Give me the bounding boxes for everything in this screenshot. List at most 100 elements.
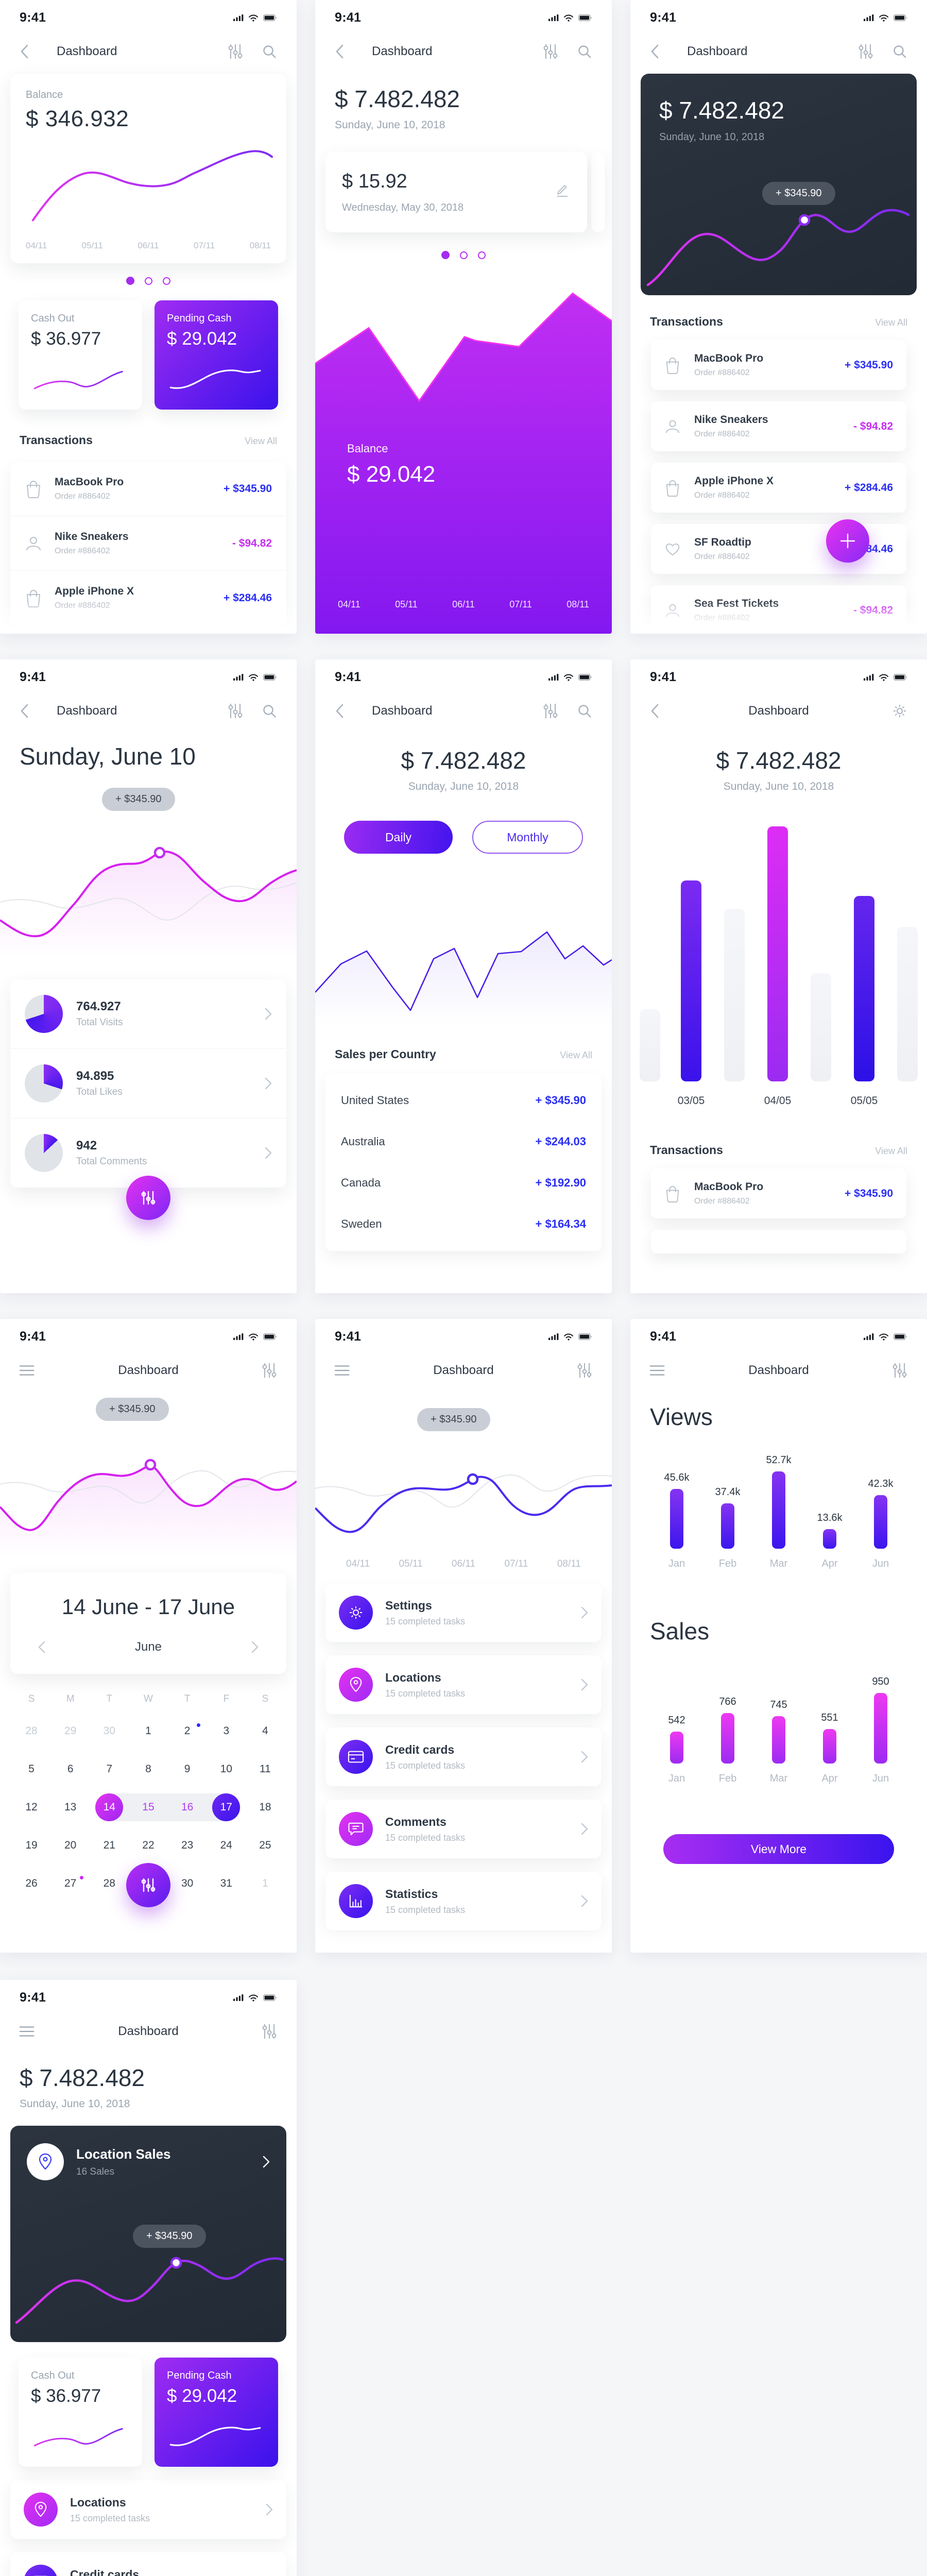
pending-cash-card[interactable]: Pending Cash $ 29.042 [154, 300, 278, 410]
locations-item[interactable]: Locations 15 completed tasks [325, 1655, 602, 1714]
calendar-day-with-event[interactable]: 2 [174, 1717, 201, 1745]
amount-card[interactable]: $ 15.92 Wednesday, May 30, 2018 [325, 152, 587, 232]
calendar-day[interactable]: 6 [67, 1763, 74, 1775]
calendar-day[interactable]: 12 [25, 1801, 38, 1813]
view-all-link[interactable]: View All [875, 1146, 907, 1156]
monthly-tab-button[interactable]: Monthly [472, 821, 583, 854]
calendar-day-range-end[interactable]: 17 [212, 1793, 241, 1821]
transaction-card[interactable]: Apple iPhone X Order #886402 + $284.46 [651, 463, 906, 513]
edit-pencil-icon[interactable] [555, 182, 570, 197]
calendar-day[interactable]: 11 [260, 1763, 271, 1775]
view-all-link[interactable]: View All [560, 1050, 592, 1060]
calendar-day[interactable]: 10 [220, 1763, 232, 1775]
filter-icon[interactable] [858, 43, 873, 60]
calendar-day[interactable]: 25 [259, 1839, 271, 1851]
filter-icon[interactable] [228, 43, 243, 60]
daily-tab-button[interactable]: Daily [344, 821, 453, 854]
statistics-item[interactable]: Statistics 15 completed tasks [325, 1872, 602, 1930]
hamburger-menu-icon[interactable] [20, 2025, 36, 2038]
calendar-day[interactable]: 24 [220, 1839, 232, 1851]
transaction-row[interactable]: MacBook Pro Order #886402 + $345.90 [10, 462, 286, 516]
comments-item[interactable]: Comments 15 completed tasks [325, 1800, 602, 1858]
transaction-card[interactable]: Nike Sneakers Order #886402 - $94.82 [651, 401, 906, 451]
filter-icon[interactable] [228, 703, 243, 719]
hamburger-menu-icon[interactable] [335, 1364, 351, 1377]
pending-cash-card[interactable]: Pending Cash $ 29.042 [154, 2358, 278, 2467]
cash-out-card[interactable]: Cash Out $ 36.977 [19, 2358, 142, 2467]
transaction-card[interactable]: MacBook Pro Order #886402 + $345.90 [651, 340, 906, 390]
calendar-day[interactable]: 26 [25, 1877, 38, 1889]
stat-row[interactable]: 764.927 Total Visits [10, 979, 286, 1048]
gear-icon[interactable] [892, 703, 907, 719]
calendar-day-in-range[interactable]: 15 [142, 1801, 154, 1813]
calendar-day[interactable]: 9 [184, 1763, 191, 1775]
country-row[interactable]: Australia + $244.03 [325, 1121, 602, 1162]
country-row[interactable]: United States + $345.90 [325, 1080, 602, 1121]
filter-fab-button[interactable] [126, 1176, 170, 1220]
locations-item[interactable]: Locations 15 completed tasks [10, 2480, 286, 2539]
view-all-link[interactable]: View All [245, 436, 277, 446]
calendar-day[interactable]: 7 [106, 1763, 113, 1775]
prev-month-icon[interactable] [38, 1641, 45, 1653]
pager-dot[interactable] [478, 251, 486, 259]
calendar-day[interactable]: 1 [262, 1877, 268, 1889]
pager-dot[interactable] [163, 277, 170, 285]
calendar-day[interactable]: 4 [262, 1725, 268, 1737]
calendar-day[interactable]: 30 [181, 1877, 194, 1889]
calendar-day-with-event[interactable]: 27 [57, 1870, 84, 1897]
calendar-day[interactable]: 19 [25, 1839, 38, 1851]
filter-icon[interactable] [543, 43, 558, 60]
calendar-day[interactable]: 13 [64, 1801, 77, 1813]
hamburger-menu-icon[interactable] [650, 1364, 666, 1377]
calendar-day[interactable]: 21 [103, 1839, 115, 1851]
view-all-link[interactable]: View All [875, 317, 907, 328]
back-icon[interactable] [650, 703, 659, 719]
cash-out-card[interactable]: Cash Out $ 36.977 [19, 300, 142, 410]
pager-dot[interactable] [145, 277, 152, 285]
filter-icon[interactable] [892, 1362, 907, 1379]
calendar-day[interactable]: 18 [259, 1801, 271, 1813]
filter-icon[interactable] [262, 1362, 277, 1379]
transaction-card[interactable]: Sea Fest Tickets Order #886402 - $94.82 [651, 585, 906, 634]
transaction-row[interactable]: Nike Sneakers Order #886402 - $94.82 [10, 516, 286, 570]
filter-icon[interactable] [543, 703, 558, 719]
calendar-day[interactable]: 23 [181, 1839, 194, 1851]
calendar-day[interactable]: 1 [145, 1725, 151, 1737]
back-icon[interactable] [20, 44, 29, 59]
calendar-day[interactable]: 3 [223, 1725, 230, 1737]
filter-fab-button[interactable] [126, 1863, 170, 1907]
pager-dot-active[interactable] [441, 251, 450, 259]
settings-item[interactable]: Settings 15 completed tasks [325, 1583, 602, 1642]
add-fab-button[interactable] [826, 519, 869, 563]
hamburger-menu-icon[interactable] [20, 1364, 36, 1377]
filter-icon[interactable] [262, 2023, 277, 2040]
country-row[interactable]: Sweden + $164.34 [325, 1204, 602, 1245]
calendar-day[interactable]: 20 [64, 1839, 77, 1851]
location-sales-card[interactable]: Location Sales 16 Sales + $345.90 [10, 2126, 286, 2342]
view-more-button[interactable]: View More [663, 1834, 894, 1864]
search-icon[interactable] [577, 703, 592, 719]
filter-icon[interactable] [577, 1362, 592, 1379]
transaction-card[interactable]: MacBook Pro Order #886402 + $345.90 [651, 1168, 906, 1218]
pager-dot-active[interactable] [126, 277, 134, 285]
calendar-day[interactable]: 29 [64, 1725, 77, 1737]
back-icon[interactable] [335, 703, 344, 719]
next-month-icon[interactable] [251, 1641, 259, 1653]
country-row[interactable]: Canada + $192.90 [325, 1162, 602, 1204]
calendar-day-in-range[interactable]: 16 [181, 1801, 194, 1813]
stat-row[interactable]: 94.895 Total Likes [10, 1048, 286, 1118]
pager-dot[interactable] [460, 251, 468, 259]
search-icon[interactable] [577, 44, 592, 59]
calendar-day[interactable]: 30 [103, 1725, 115, 1737]
back-icon[interactable] [650, 44, 659, 59]
calendar-day[interactable]: 31 [220, 1877, 232, 1889]
back-icon[interactable] [20, 703, 29, 719]
back-icon[interactable] [335, 44, 344, 59]
search-icon[interactable] [892, 44, 907, 59]
calendar-day[interactable]: 22 [142, 1839, 154, 1851]
transaction-card[interactable]: SF Roadtip Order #886402 + $284.46 [651, 524, 906, 574]
calendar-day[interactable]: 8 [145, 1763, 151, 1775]
calendar-day[interactable]: 28 [25, 1725, 38, 1737]
